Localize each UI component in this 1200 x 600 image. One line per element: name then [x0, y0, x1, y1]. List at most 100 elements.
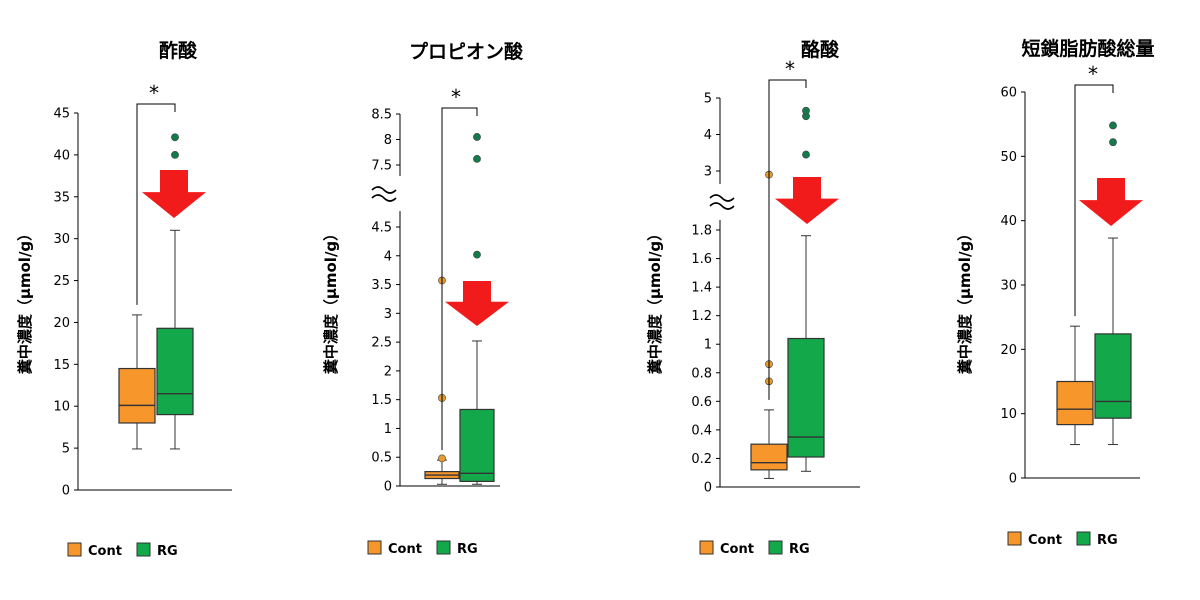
y-tick-label: 45	[53, 107, 70, 122]
legend-swatch-rg	[768, 540, 783, 555]
legend-swatch-rg	[136, 542, 151, 557]
outlier-point	[802, 106, 810, 115]
y-tick-label: 50	[1000, 150, 1017, 165]
box-iqr	[1056, 380, 1094, 426]
significance-marker: *	[1088, 62, 1098, 86]
y-tick-label: 10	[1000, 407, 1017, 422]
y-tick-label: 15	[53, 358, 70, 373]
y-axis-label: 糞中濃度（μmol/g）	[16, 226, 34, 375]
decrease-arrow-icon	[445, 281, 509, 326]
outlier-point	[473, 154, 481, 163]
y-tick-label: 10	[53, 400, 70, 415]
y-tick-label: 35	[53, 190, 70, 205]
y-tick-label: 40	[1000, 214, 1017, 229]
significance-bracket	[1074, 84, 1114, 317]
y-tick-label: 0	[1009, 472, 1017, 487]
significance-bracket	[136, 103, 176, 305]
box-iqr	[459, 408, 495, 482]
significance-bracket	[768, 79, 807, 400]
box-iqr	[118, 367, 156, 424]
y-tick-label: 0	[384, 480, 392, 495]
box-cont	[750, 170, 788, 479]
y-tick-label: 1.2	[691, 309, 712, 324]
box-rg	[156, 133, 194, 450]
y-tick-label: 4.5	[371, 221, 392, 236]
y-tick-label: 0.5	[371, 451, 392, 466]
y-tick-label: 1.5	[371, 393, 392, 408]
y-tick-label: 0.2	[691, 452, 712, 467]
y-tick-label: 20	[53, 316, 70, 331]
y-tick-label: 20	[1000, 343, 1017, 358]
significance-marker: *	[785, 57, 795, 81]
y-tick-label: 5	[62, 442, 70, 457]
y-tick-label: 30	[1000, 279, 1017, 294]
y-tick-label: 0.4	[691, 423, 712, 438]
legend-swatch-rg	[436, 540, 451, 555]
axis-break-mark	[709, 202, 735, 210]
legend-swatch-cont	[367, 540, 382, 555]
significance-marker: *	[149, 81, 159, 105]
y-tick-label: 5	[704, 92, 712, 107]
significance-marker: *	[451, 85, 461, 109]
axis-break-mark	[371, 194, 397, 202]
decrease-arrow-icon	[142, 170, 206, 218]
legend-label-cont: Cont	[1028, 533, 1062, 548]
y-tick-label: 25	[53, 274, 70, 289]
legend: Cont RG	[367, 540, 478, 557]
box-rg	[1094, 121, 1132, 446]
y-tick-label: 0.6	[691, 395, 712, 410]
legend-label-cont: Cont	[88, 544, 122, 559]
legend-label-rg: RG	[1097, 533, 1118, 548]
outlier-point	[171, 133, 179, 142]
outlier-point	[473, 250, 481, 259]
box-iqr	[156, 327, 194, 416]
y-tick-label: 1	[384, 422, 392, 437]
y-tick-label: 60	[1000, 86, 1017, 101]
chart-title: 酢酸	[159, 39, 198, 62]
y-tick-label: 40	[53, 148, 70, 163]
outlier-point	[438, 454, 446, 463]
box-iqr	[750, 443, 788, 471]
y-tick-label: 1	[704, 338, 712, 353]
box-cont	[1056, 325, 1094, 446]
y-axis-label: 糞中濃度（μmol/g）	[646, 226, 664, 375]
y-tick-label: 1.4	[691, 281, 712, 296]
y-tick-label: 2.5	[371, 336, 392, 351]
legend-label-cont: Cont	[720, 542, 754, 557]
legend-swatch-cont	[67, 542, 82, 557]
decrease-arrow-icon	[1079, 178, 1143, 226]
y-tick-label: 3	[704, 165, 712, 180]
y-tick-label: 0.8	[691, 366, 712, 381]
box-cont	[424, 276, 460, 485]
legend-swatch-cont	[1007, 531, 1022, 546]
y-axis-label: 糞中濃度（μmol/g）	[956, 226, 974, 375]
outlier-point	[171, 150, 179, 159]
y-tick-label: 2	[384, 364, 392, 379]
legend-swatch-cont	[699, 540, 714, 555]
significance-bracket	[441, 107, 478, 451]
chart-title: 短鎖脂肪酸総量	[1021, 37, 1154, 60]
legend-swatch-rg	[1076, 531, 1091, 546]
decrease-arrow-icon	[775, 177, 839, 224]
legend: Cont RG	[699, 540, 810, 557]
legend-label-rg: RG	[457, 542, 478, 557]
legend-label-rg: RG	[789, 542, 810, 557]
y-axis-label: 糞中濃度（μmol/g）	[322, 226, 340, 375]
axis-break-mark	[709, 194, 735, 202]
y-tick-label: 1.6	[691, 252, 712, 267]
y-tick-label: 3	[384, 307, 392, 322]
y-tick-label: 4	[384, 249, 392, 264]
y-tick-label: 8.5	[371, 108, 392, 123]
y-tick-label: 8	[384, 133, 392, 148]
axis-break-mark	[371, 186, 397, 194]
box-rg	[459, 133, 495, 485]
y-tick-label: 0	[704, 481, 712, 496]
y-tick-label: 1.8	[691, 224, 712, 239]
chart-title: プロピオン酸	[409, 40, 524, 63]
outlier-point	[473, 133, 481, 141]
box-cont	[118, 314, 156, 450]
